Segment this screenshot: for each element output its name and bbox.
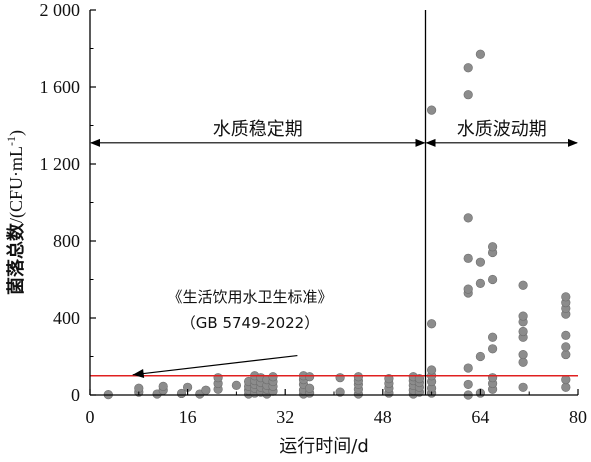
data-point	[561, 330, 571, 340]
y-axis-title-close: )	[6, 130, 27, 136]
y-axis-title-main: 菌落总数	[5, 222, 27, 295]
region-label: 水质稳定期	[213, 119, 303, 140]
x-tick-label: 80	[569, 407, 587, 427]
y-tick-label: 0	[71, 385, 80, 405]
data-point	[561, 375, 571, 385]
data-point	[561, 342, 571, 352]
data-point	[463, 284, 473, 294]
data-point	[305, 372, 315, 382]
data-point	[268, 372, 278, 382]
data-point	[158, 381, 168, 391]
data-point	[518, 357, 528, 367]
data-point	[488, 242, 498, 252]
data-point	[475, 351, 486, 362]
x-tick-label: 32	[276, 407, 294, 427]
data-point	[561, 292, 571, 302]
y-tick-label: 1 200	[40, 154, 81, 174]
x-axis-title: 运行时间/d	[279, 436, 369, 457]
x-tick-label: 48	[374, 407, 392, 427]
data-point	[463, 63, 473, 73]
data-point	[231, 380, 241, 390]
annotation-arrowhead	[132, 369, 145, 378]
y-axis-title: 菌落总数/(CFU·mL-1)	[4, 130, 27, 295]
data-point	[518, 311, 528, 321]
data-point	[518, 326, 528, 337]
x-tick-label: 64	[471, 407, 489, 427]
annotation-arrow	[132, 354, 298, 376]
data-point	[561, 382, 571, 392]
data-point	[463, 379, 473, 390]
data-point	[475, 257, 486, 267]
data-point	[134, 383, 144, 393]
region-arrowhead-left	[425, 138, 436, 147]
data-point	[463, 363, 473, 373]
data-point	[488, 344, 498, 354]
data-point	[488, 332, 498, 342]
data-point	[488, 274, 498, 285]
data-point	[201, 385, 211, 395]
data-point	[463, 253, 473, 263]
region-arrowhead-right	[415, 138, 426, 147]
annotation-standard-code: （GB 5749-2022）	[181, 314, 319, 332]
data-point	[427, 105, 437, 115]
period-regions: 水质稳定期 水质波动期	[90, 119, 578, 147]
axes	[89, 10, 578, 396]
data-point	[305, 383, 315, 393]
y-tick-label: 2 000	[40, 0, 81, 20]
data-point	[518, 280, 528, 290]
y-axis-title-exponent: -1	[4, 136, 18, 146]
y-tick-label: 1 600	[40, 77, 81, 97]
region-arrowhead-right	[568, 138, 578, 147]
data-point	[475, 49, 486, 59]
data-point	[463, 90, 473, 100]
data-point	[463, 213, 473, 223]
annotation-standard-name: 《生活饮用水卫生标准》	[167, 288, 332, 306]
data-point	[427, 365, 437, 375]
data-point	[561, 349, 571, 360]
data-point	[353, 372, 364, 382]
data-point	[335, 373, 345, 383]
x-tick-label: 16	[179, 407, 197, 427]
data-point	[213, 373, 223, 383]
data-point	[518, 349, 528, 360]
y-tick-label: 400	[53, 308, 80, 328]
region-label: 水质波动期	[457, 119, 547, 140]
data-point	[488, 373, 498, 383]
y-axis-title-unit: /(CFU·mL	[6, 146, 27, 223]
data-point	[427, 319, 437, 329]
x-tick-label: 0	[86, 407, 95, 427]
data-point	[518, 382, 528, 392]
data-point	[475, 278, 486, 288]
region-arrowhead-left	[90, 138, 100, 147]
y-tick-label: 800	[53, 231, 80, 251]
data-point	[335, 387, 345, 397]
data-points	[103, 49, 571, 400]
